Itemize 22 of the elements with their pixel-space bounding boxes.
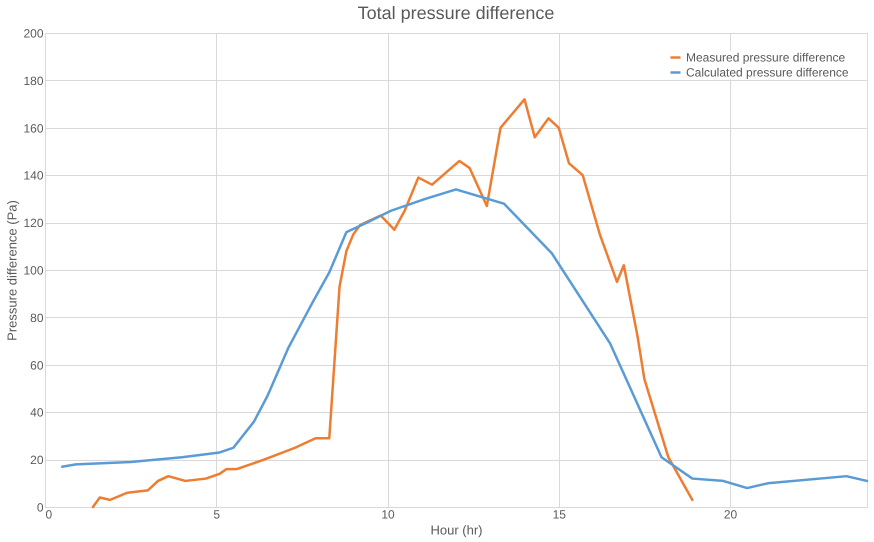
y-tick-label: 180: [23, 74, 44, 88]
line-series: [92, 98, 694, 508]
x-tick-label: 10: [381, 508, 395, 522]
y-tick-label: 80: [30, 310, 44, 325]
line-series: [60, 188, 868, 490]
x-tick-label: 20: [724, 508, 738, 522]
y-tick-label: 160: [23, 121, 44, 136]
y-tick-label: 100: [23, 264, 44, 278]
legend-label: Measured pressure difference: [686, 50, 846, 64]
y-tick-label: 40: [30, 406, 44, 420]
x-tick-label: 15: [552, 508, 566, 522]
x-axis-title: Hour (hr): [430, 522, 483, 538]
x-tick-label: 0: [46, 508, 52, 522]
y-tick-label: 20: [30, 453, 44, 468]
y-axis-title: Pressure difference (Pa): [4, 200, 20, 341]
y-tick-label: 120: [23, 216, 44, 230]
y-tick-label: 200: [23, 26, 44, 40]
chart-title: Total pressure difference: [358, 3, 554, 23]
x-tick-label: 5: [213, 508, 220, 522]
y-tick-label: 60: [30, 358, 44, 372]
y-tick-label: 140: [23, 168, 44, 183]
legend-label: Calculated pressure difference: [686, 66, 849, 80]
